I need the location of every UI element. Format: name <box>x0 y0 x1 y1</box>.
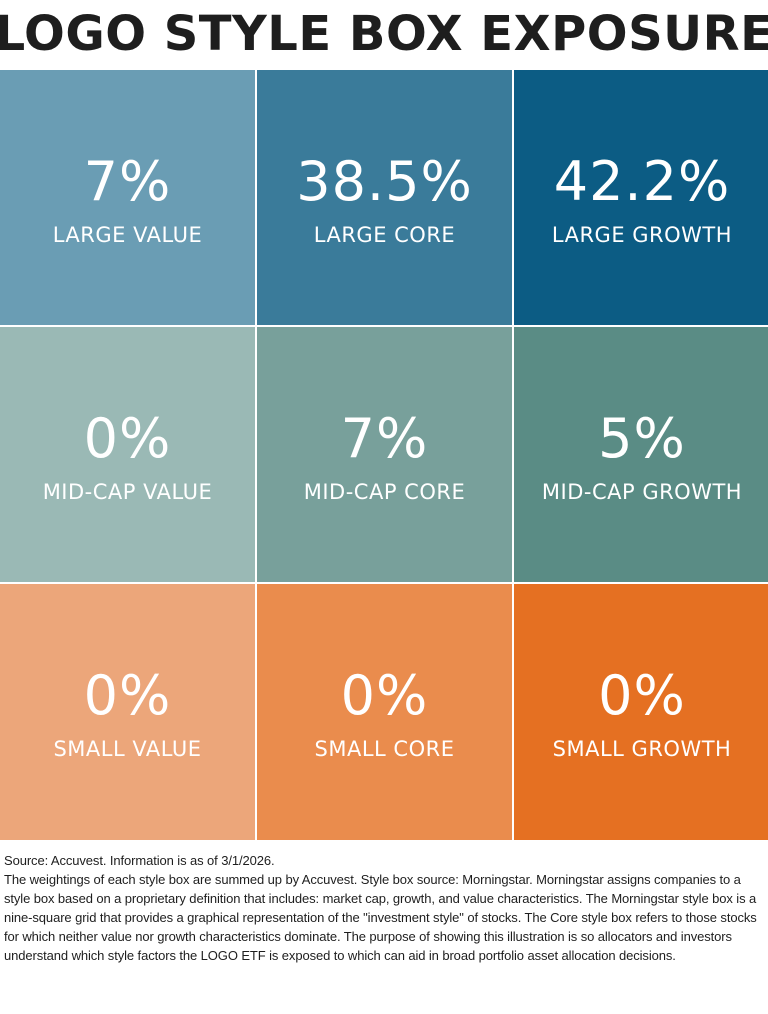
style-box-value: 38.5% <box>296 149 473 213</box>
style-box-value: 0% <box>83 664 172 727</box>
style-box-label: LARGE GROWTH <box>551 222 733 247</box>
style-box-label: SMALL VALUE <box>53 737 202 761</box>
style-box-label: MID-CAP CORE <box>303 479 466 504</box>
style-box-cell: 0% SMALL CORE <box>257 584 512 840</box>
style-box-value: 5% <box>598 406 686 470</box>
style-box-value: 7% <box>340 406 429 470</box>
chart-title: LOGO STYLE BOX EXPOSURE <box>0 6 768 62</box>
style-box-label: MID-CAP VALUE <box>42 479 213 504</box>
footnote-description: The weightings of each style box are sum… <box>4 872 757 963</box>
style-box-label: LARGE VALUE <box>52 222 203 247</box>
style-box-cell: 42.2% LARGE GROWTH <box>514 70 768 325</box>
style-box-value: 7% <box>83 149 172 213</box>
style-box-cell: 0% MID-CAP VALUE <box>0 327 255 582</box>
footnote-source: Source: Accuvest. Information is as of 3… <box>4 853 275 868</box>
style-box-cell: 5% MID-CAP GROWTH <box>514 327 768 582</box>
style-box-label: SMALL CORE <box>314 737 455 761</box>
style-box-value: 42.2% <box>553 149 731 213</box>
style-box-value: 0% <box>83 406 172 470</box>
footnote: Source: Accuvest. Information is as of 3… <box>4 851 764 965</box>
style-box-grid: 7% LARGE VALUE 38.5% LARGE CORE 42.2% LARGE G… <box>0 70 768 840</box>
style-box-cell: 0% SMALL GROWTH <box>514 584 768 840</box>
style-box-label: SMALL GROWTH <box>552 737 732 761</box>
style-box-value: 0% <box>598 664 686 727</box>
style-box-value: 0% <box>340 664 429 727</box>
style-box-cell: 7% MID-CAP CORE <box>257 327 512 582</box>
style-box-label: MID-CAP GROWTH <box>541 479 743 504</box>
style-box-cell: 7% LARGE VALUE <box>0 70 255 325</box>
style-box-cell: 0% SMALL VALUE <box>0 584 255 840</box>
style-box-label: LARGE CORE <box>313 222 456 247</box>
style-box-cell: 38.5% LARGE CORE <box>257 70 512 325</box>
